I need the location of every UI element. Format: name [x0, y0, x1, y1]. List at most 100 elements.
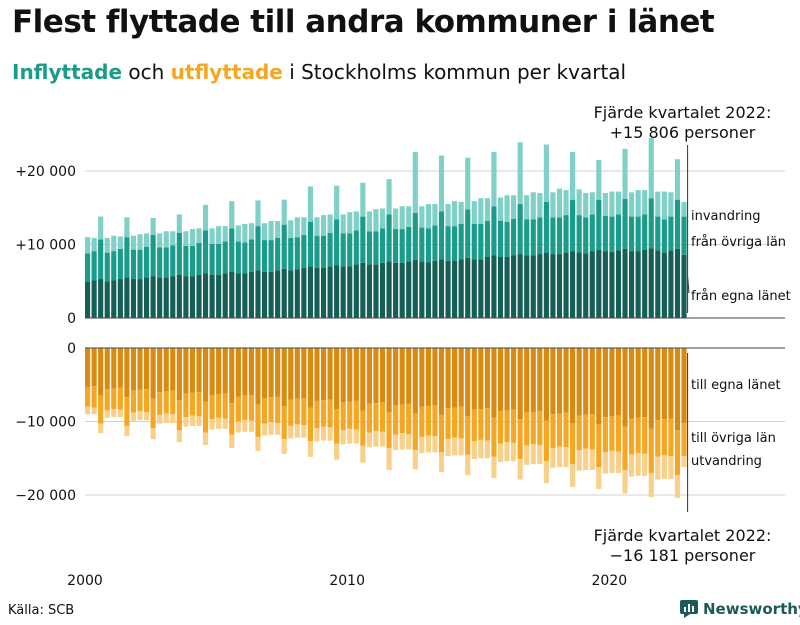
bar-out-0: [248, 348, 255, 396]
bar-in-2: [176, 214, 182, 233]
bar-out-0: [622, 348, 628, 427]
bar-out-0: [347, 348, 353, 402]
bar-out-0: [517, 348, 523, 420]
bar-in-1: [629, 216, 635, 252]
bar-in-1: [465, 209, 471, 258]
bar-in-0: [642, 249, 648, 318]
bar-out-2: [661, 455, 667, 479]
bar-in-1: [268, 240, 274, 272]
bar-in-1: [432, 225, 438, 261]
bar-in-2: [648, 137, 654, 199]
bar-out-0: [216, 348, 222, 395]
bar-out-1: [189, 392, 196, 416]
bar-in-1: [425, 228, 431, 263]
bar-out-2: [255, 436, 261, 451]
bar-in-2: [530, 192, 536, 220]
bar-out-1: [307, 407, 313, 442]
bar-in-0: [668, 250, 674, 318]
bar-in-0: [340, 266, 346, 318]
bar-out-2: [229, 434, 235, 448]
bar-out-0: [242, 348, 248, 396]
bar-out-1: [222, 393, 228, 419]
bar-in-2: [281, 199, 287, 225]
bar-in-2: [379, 208, 386, 229]
chart-subtitle: Inflyttade och utflyttade i Stockholms k…: [12, 60, 626, 84]
bar-out-0: [104, 348, 110, 390]
bar-out-1: [661, 419, 667, 456]
bar-out-0: [235, 348, 241, 397]
bar-out-1: [268, 397, 274, 423]
bar-in-0: [537, 254, 543, 319]
bar-in-2: [85, 237, 91, 254]
bar-out-2: [209, 419, 215, 430]
bar-out-2: [307, 441, 313, 457]
bar-out-1: [511, 409, 517, 443]
bar-out-0: [452, 348, 458, 408]
bar-out-2: [104, 410, 110, 418]
bar-in-1: [491, 206, 497, 256]
bar-in-0: [189, 276, 196, 318]
series-label-out: till övriga län: [691, 431, 776, 446]
bar-out-0: [334, 348, 340, 409]
bar-in-0: [432, 260, 438, 318]
bar-in-0: [130, 279, 137, 318]
bar-in-1: [143, 246, 150, 278]
bar-in-2: [360, 182, 366, 217]
bar-in-0: [281, 268, 287, 318]
subtitle-utflyttade: utflyttade: [170, 60, 283, 84]
bar-out-0: [268, 348, 274, 398]
bar-in-1: [458, 223, 464, 260]
bar-out-1: [261, 397, 268, 424]
bar-in-0: [478, 259, 484, 318]
y-tick-label-top: +10 000: [15, 238, 76, 254]
bar-in-0: [655, 250, 661, 318]
bar-out-0: [163, 348, 169, 392]
bar-in-0: [98, 279, 104, 318]
bar-out-0: [196, 348, 202, 393]
bar-in-1: [497, 220, 504, 257]
bar-out-2: [393, 434, 399, 451]
bar-out-1: [340, 402, 346, 431]
bar-out-2: [674, 475, 681, 498]
bar-out-1: [314, 400, 320, 429]
bar-in-0: [425, 262, 431, 318]
bar-out-0: [117, 348, 123, 388]
subtitle-och: och: [122, 60, 171, 84]
bar-in-0: [91, 280, 97, 318]
bar-out-0: [596, 348, 602, 425]
bar-out-2: [524, 445, 530, 465]
brand-logo[interactable]: Newsworthy: [680, 600, 800, 618]
bar-out-0: [281, 348, 287, 407]
bar-in-1: [602, 215, 608, 252]
bar-in-2: [668, 192, 674, 217]
bar-out-0: [543, 348, 549, 421]
bar-out-0: [301, 348, 307, 398]
bar-out-1: [281, 406, 287, 440]
bar-out-2: [137, 411, 143, 421]
bar-in-2: [465, 157, 471, 210]
bar-in-2: [458, 201, 464, 224]
bar-out-2: [124, 425, 130, 437]
bar-out-0: [642, 348, 648, 418]
bar-out-1: [556, 413, 563, 447]
bar-out-1: [530, 411, 536, 445]
x-tick-label: 2010: [329, 573, 365, 589]
bar-in-0: [117, 279, 123, 318]
bar-out-1: [229, 403, 235, 435]
bar-out-2: [281, 439, 287, 454]
bar-out-0: [629, 348, 635, 419]
bar-in-0: [85, 281, 91, 319]
bar-in-1: [471, 223, 477, 260]
bar-in-1: [615, 214, 622, 251]
bar-in-2: [183, 231, 189, 246]
bar-in-2: [524, 195, 530, 220]
bar-out-1: [484, 408, 490, 441]
bar-in-0: [596, 249, 602, 318]
bar-in-2: [425, 204, 431, 229]
bar-in-0: [458, 259, 464, 318]
bar-in-1: [668, 216, 674, 251]
bar-in-2: [596, 159, 602, 200]
bar-out-0: [327, 348, 333, 400]
bar-in-2: [570, 151, 576, 200]
